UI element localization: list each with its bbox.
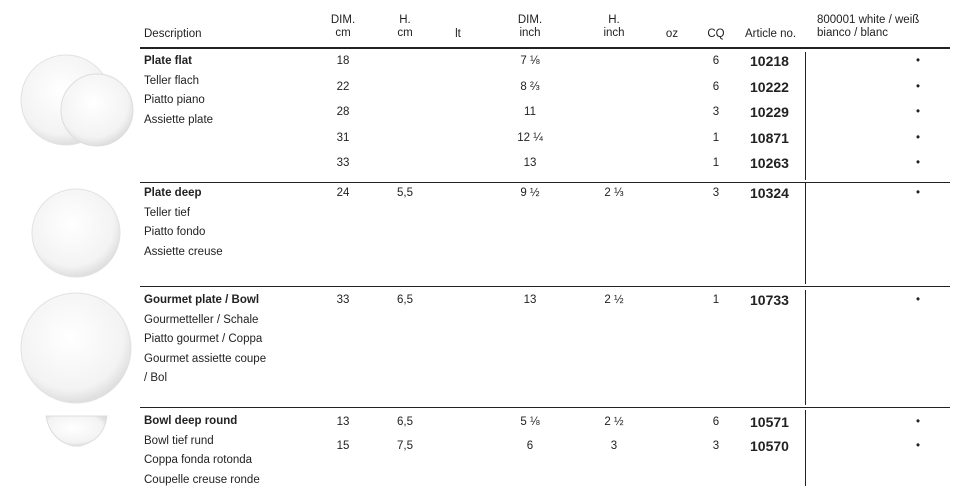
product-translation: Piatto gourmet / Coppa	[144, 333, 263, 346]
cell-h_inch: 2 ⅓	[604, 187, 624, 199]
product-translation: Teller tief	[144, 206, 191, 219]
cell-dim_cm: 22	[336, 80, 350, 93]
product-translation: Bowl tief rund	[144, 434, 214, 447]
cell-cq: 1	[712, 294, 720, 306]
cell-dim_cm: 13	[336, 416, 350, 428]
group-rule	[140, 182, 950, 183]
product-translation: Gourmet assiette coupe	[144, 352, 267, 365]
header-h_cm: H.	[399, 14, 411, 26]
cell-white: •	[915, 294, 921, 306]
cell-article: 10222	[750, 78, 789, 95]
product-translation: Coppa fonda rotonda	[144, 454, 253, 467]
cell-cq: 3	[712, 440, 720, 452]
header-cq: CQ	[707, 28, 725, 40]
cell-dim_inch: 9 ½	[520, 187, 540, 199]
cell-dim_cm: 28	[336, 106, 350, 118]
product-name: Gourmet plate / Bowl	[144, 294, 260, 306]
header-article: Article no.	[745, 28, 797, 40]
product-name: Plate flat	[144, 55, 192, 67]
cell-white: •	[915, 80, 921, 93]
product-translation: Piatto piano	[144, 94, 205, 107]
cell-h_cm: 6,5	[397, 416, 413, 428]
cell-article: 10571	[750, 414, 789, 430]
cell-dim_inch: 12 ¼	[517, 131, 543, 144]
header-h_inch: H.	[608, 14, 620, 26]
cell-dim_cm: 33	[336, 157, 350, 169]
cell-white: •	[915, 157, 921, 169]
plate-image	[31, 188, 121, 278]
header-white: bianco / blanc	[817, 27, 888, 39]
cell-cq: 6	[712, 55, 720, 67]
cell-h_cm: 7,5	[397, 440, 413, 452]
group-rule	[140, 407, 950, 408]
cell-white: •	[915, 131, 921, 144]
group-rule	[140, 286, 950, 287]
product-translation: Coupelle creuse ronde	[144, 473, 260, 486]
cell-article: 10324	[750, 185, 789, 201]
header-dim_inch: inch	[519, 27, 541, 39]
column-rule	[805, 410, 806, 486]
cell-article: 10229	[750, 104, 789, 120]
cell-cq: 6	[712, 416, 720, 428]
cell-dim_inch: 5 ⅛	[520, 416, 540, 428]
header-dim_cm: cm	[335, 27, 351, 39]
header-dim_inch: DIM.	[517, 14, 543, 26]
cell-h_cm: 5,5	[397, 187, 413, 199]
plate-image	[20, 292, 132, 404]
product-translation: Teller flach	[144, 74, 199, 87]
cell-dim_cm: 31	[336, 131, 350, 144]
cell-article: 10218	[750, 53, 789, 69]
column-rule	[805, 52, 806, 180]
bowl-image	[45, 415, 108, 447]
product-name: Plate deep	[144, 187, 202, 199]
header-dim_cm: DIM.	[330, 14, 356, 26]
cell-cq: 1	[712, 157, 720, 169]
cell-dim_cm: 18	[336, 55, 350, 67]
header-description: Description	[144, 28, 202, 40]
header-lt: lt	[455, 28, 461, 40]
column-rule	[805, 183, 806, 284]
cell-h_cm: 6,5	[397, 294, 413, 306]
cell-cq: 3	[712, 187, 720, 199]
header-h_inch: inch	[603, 27, 625, 39]
product-translation: Gourmetteller / Schale	[144, 313, 259, 326]
plate-image	[60, 73, 134, 147]
product-name: Bowl deep round	[144, 415, 238, 427]
cell-dim_inch: 6	[526, 440, 534, 452]
cell-cq: 1	[712, 131, 720, 144]
cell-cq: 3	[712, 106, 720, 118]
cell-dim_inch: 8 ⅔	[520, 80, 540, 93]
cell-dim_inch: 7 ⅛	[520, 55, 540, 67]
cell-white: •	[915, 187, 921, 199]
cell-dim_cm: 15	[336, 440, 350, 452]
cell-h_inch: 3	[610, 440, 618, 452]
header-rule	[140, 47, 950, 49]
header-white: 800001 white / weiß	[817, 14, 920, 26]
product-translation: / Bol	[144, 372, 168, 385]
cell-dim_cm: 33	[336, 294, 350, 306]
cell-dim_cm: 24	[336, 187, 350, 199]
product-translation: Piatto fondo	[144, 226, 206, 239]
product-translation: Assiette plate	[144, 113, 214, 126]
cell-dim_inch: 13	[523, 157, 537, 169]
cell-article: 10871	[750, 129, 789, 146]
cell-white: •	[915, 55, 921, 67]
cell-dim_inch: 11	[524, 106, 536, 118]
cell-article: 10263	[750, 155, 789, 171]
header-h_cm: cm	[397, 27, 413, 39]
cell-white: •	[915, 416, 921, 428]
cell-white: •	[915, 106, 921, 118]
header-oz: oz	[665, 28, 679, 40]
column-rule	[805, 290, 806, 405]
cell-article: 10570	[750, 438, 789, 454]
cell-dim_inch: 13	[523, 294, 537, 306]
cell-white: •	[915, 440, 921, 452]
cell-article: 10733	[750, 292, 789, 308]
cell-h_inch: 2 ½	[604, 416, 624, 428]
cell-h_inch: 2 ½	[604, 294, 624, 306]
product-translation: Assiette creuse	[144, 245, 223, 258]
cell-cq: 6	[712, 80, 720, 93]
